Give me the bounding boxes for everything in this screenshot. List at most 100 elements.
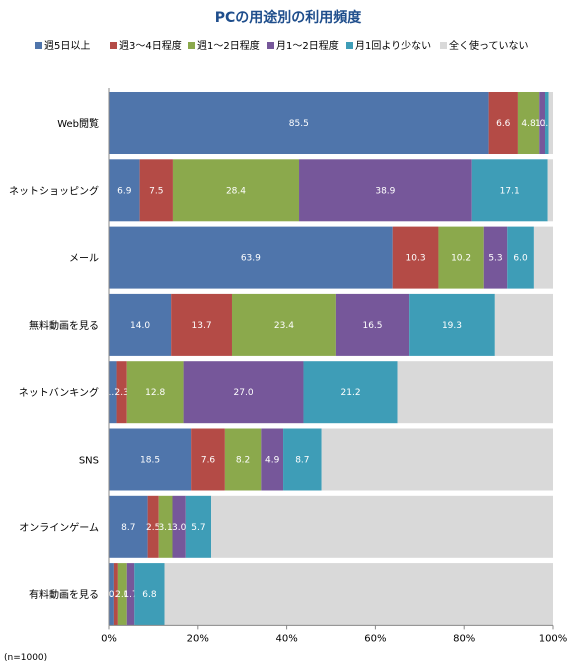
bar-segment	[548, 92, 553, 154]
data-label: 6.8	[142, 590, 157, 600]
bar-segment	[185, 495, 212, 558]
bar-segment	[261, 428, 284, 491]
bar-segment	[109, 159, 140, 222]
legend-label: 週3～4日程度	[119, 39, 182, 52]
data-label: 1.1	[104, 590, 118, 600]
legend-label: 週1～2日程度	[197, 39, 260, 52]
sample-size-note: (n=1000)	[4, 653, 48, 663]
data-label: 0.9	[109, 590, 124, 600]
bar-segment	[109, 563, 114, 626]
data-label: 3.0	[172, 523, 187, 533]
bar-segment	[483, 226, 508, 289]
bar-segment	[109, 293, 172, 356]
legend-label: 週5日以上	[44, 40, 90, 52]
bar-segment	[171, 293, 232, 356]
chart-title: PCの用途別の利用頻度	[215, 9, 363, 26]
bar-segment	[113, 563, 118, 626]
x-axis: 0% 20% 40% 60% 80% 100%	[101, 88, 567, 644]
legend-item: 週5日以上	[35, 40, 90, 52]
legend-swatch	[346, 42, 353, 49]
category-label: 有料動画を見る	[29, 588, 99, 601]
legend-swatch	[188, 42, 195, 49]
data-label: 4.8	[521, 119, 536, 129]
bar-segment	[335, 293, 410, 356]
data-label: 8.7	[295, 456, 309, 466]
bar-segment	[126, 563, 135, 626]
data-label: 19.3	[442, 321, 462, 331]
bar-segment	[134, 563, 165, 626]
data-label: 10.2	[451, 254, 471, 264]
legend-swatch	[267, 42, 274, 49]
legend-label: 月1回より少ない	[355, 40, 431, 52]
data-label: 5.3	[488, 254, 502, 264]
legend-item: 月1～2日程度	[267, 39, 339, 52]
bar-segment	[116, 361, 127, 424]
bar-segment	[183, 361, 304, 424]
legend-label: 全く使っていない	[449, 39, 529, 52]
data-label: 14.0	[130, 321, 150, 331]
bar-segment	[283, 428, 322, 491]
data-label: 5.7	[191, 523, 205, 533]
bar-segment	[109, 495, 148, 558]
category-label: Web閲覧	[57, 118, 99, 130]
bar-segment	[517, 92, 540, 154]
data-label: 28.4	[226, 186, 246, 196]
data-label: 6.0	[513, 254, 528, 264]
data-label: 8.2	[236, 456, 250, 466]
bar-segment	[545, 92, 549, 154]
bar-segment	[397, 361, 553, 424]
data-label: 2.5	[146, 523, 160, 533]
x-tick-label: 60%	[364, 633, 386, 644]
bar-segment	[392, 226, 439, 289]
bar-segment	[438, 226, 484, 289]
bar-segment	[231, 293, 336, 356]
data-label: 6.6	[496, 119, 511, 129]
data-label: 38.9	[375, 186, 395, 196]
data-label: 63.9	[241, 254, 261, 264]
bar-segment	[539, 92, 546, 154]
bar-segment	[224, 428, 262, 491]
bar-segment	[109, 361, 117, 424]
bar-segment	[547, 159, 553, 222]
bar-segment	[507, 226, 534, 289]
data-label: 16.5	[362, 321, 382, 331]
bar-segment	[109, 226, 393, 289]
data-label: 8.7	[121, 523, 135, 533]
bar-segment	[126, 361, 184, 424]
data-label: 0.8	[540, 119, 555, 129]
bar-segment	[471, 159, 548, 222]
bar-segment	[321, 428, 553, 491]
x-tick-label: 80%	[453, 633, 475, 644]
bar-segment	[117, 563, 127, 626]
x-tick-label: 40%	[275, 633, 297, 644]
bar-segment	[139, 159, 173, 222]
data-label: 12.8	[145, 388, 165, 398]
legend-swatch	[110, 42, 117, 49]
bar-segment	[172, 495, 186, 558]
category-label: ネットショッピング	[9, 184, 99, 197]
data-label: 4.9	[265, 456, 280, 466]
category-label: オンラインゲーム	[19, 522, 99, 534]
data-label: 3.1	[158, 523, 172, 533]
data-label: 13.7	[192, 321, 212, 331]
data-label: 7.6	[201, 456, 216, 466]
data-label: 10.3	[406, 254, 426, 264]
category-label: SNS	[79, 456, 99, 467]
data-label: 7.5	[149, 186, 163, 196]
data-label: 85.5	[289, 119, 309, 129]
data-label: 1.3	[535, 119, 549, 129]
legend: 週5日以上 週3～4日程度 週1～2日程度 月1～2日程度 月1回より少ない 全く使ってい…	[35, 39, 529, 52]
x-tick-label: 20%	[187, 633, 209, 644]
data-label: 18.5	[140, 456, 160, 466]
data-label: 2.0	[115, 590, 130, 600]
bar-segment	[164, 563, 553, 626]
data-label: 21.2	[341, 388, 361, 398]
bar-segment	[109, 92, 489, 154]
bar-segment	[109, 428, 192, 491]
category-label: 無料動画を見る	[29, 319, 99, 332]
legend-item: 週3～4日程度	[110, 39, 182, 52]
legend-label: 月1～2日程度	[276, 39, 339, 52]
data-label: 1.7	[106, 388, 120, 398]
bar-segment	[409, 293, 495, 356]
